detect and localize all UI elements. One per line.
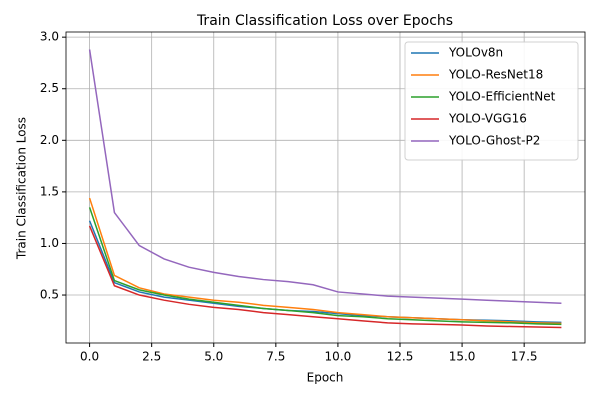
series-line (88, 197, 562, 325)
legend-label: YOLO-Ghost-P2 (448, 134, 540, 148)
y-axis-label: Train Classification Loss (15, 117, 29, 260)
y-tick-label: 2.5 (40, 81, 59, 95)
legend-label: YOLO-EfficientNet (448, 90, 556, 104)
legend-box (404, 41, 579, 161)
series-line (88, 49, 562, 305)
legend-label: YOLO-ResNet18 (448, 68, 543, 82)
x-tick-label: 0.0 (80, 350, 99, 364)
y-tick-label: 1.0 (40, 236, 59, 250)
series-line (88, 225, 562, 329)
legend-label: YOLO-VGG16 (448, 112, 527, 126)
x-tick-label: 17.5 (511, 350, 538, 364)
plot-frame (65, 31, 586, 344)
x-tick-label: 10.0 (325, 350, 352, 364)
series-line (88, 220, 562, 324)
y-tick-label: 0.5 (40, 288, 59, 302)
x-tick-label: 7.5 (266, 350, 285, 364)
x-tick-label: 2.5 (142, 350, 161, 364)
x-tick-label: 5.0 (204, 350, 223, 364)
y-tick-label: 1.5 (40, 184, 59, 198)
y-tick-label: 2.0 (40, 133, 59, 147)
x-axis-label: Epoch (307, 371, 344, 385)
y-tick-label: 3.0 (40, 30, 59, 44)
legend-label: YOLOv8n (448, 46, 503, 60)
chart-title: Train Classification Loss over Epochs (196, 13, 453, 29)
x-tick-label: 12.5 (387, 350, 414, 364)
series-line (88, 207, 562, 326)
x-tick-label: 15.0 (449, 350, 476, 364)
